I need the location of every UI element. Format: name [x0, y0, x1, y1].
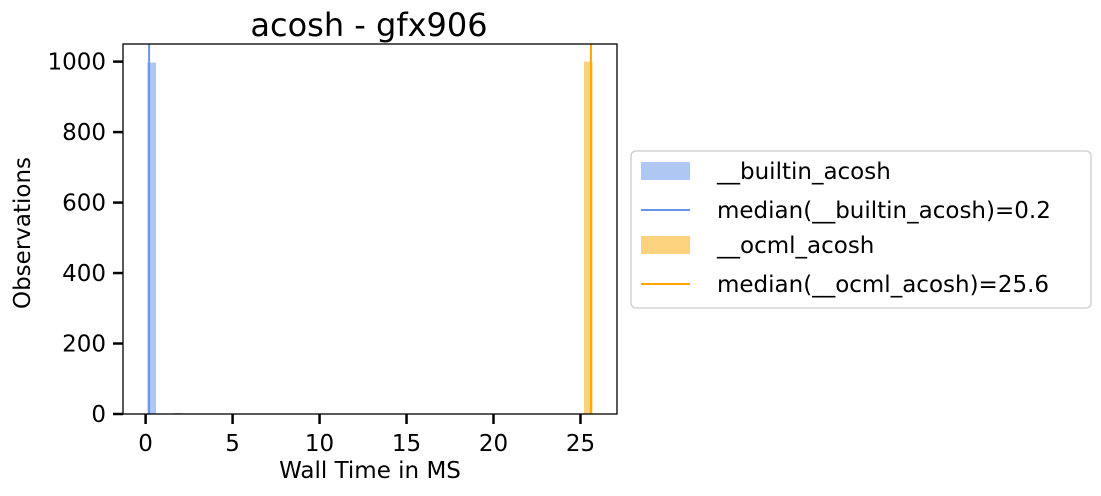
plot-frame [122, 43, 618, 415]
legend-frame [630, 150, 1092, 309]
legend-label: __ocml_acosh [716, 233, 874, 259]
legend-label: median(__builtin_acosh)=0.2 [717, 198, 1051, 224]
x-tick-label: 10 [305, 431, 334, 457]
x-tick-label: 5 [225, 431, 240, 457]
x-tick-label: 15 [392, 431, 421, 457]
histogram-bar [583, 61, 593, 414]
y-axis: 0 200 400 600 800 1000 [47, 50, 123, 428]
histogram-bar [147, 62, 157, 415]
y-tick-label: 200 [62, 332, 106, 358]
x-axis: 0 5 10 15 20 25 [138, 414, 595, 457]
x-tick-label: 20 [479, 431, 508, 457]
y-tick-label: 800 [62, 120, 106, 146]
plot-area [147, 44, 593, 415]
x-tick-label: 0 [138, 431, 153, 457]
y-tick-label: 1000 [47, 50, 106, 76]
legend-label: median(__ocml_acosh)=25.6 [717, 272, 1049, 298]
x-axis-label: Wall Time in MS [279, 458, 461, 484]
chart-title: acosh - gfx906 [250, 6, 487, 44]
legend-label: __builtin_acosh [716, 159, 891, 185]
legend-swatch [641, 162, 690, 180]
legend-swatch [641, 236, 690, 254]
x-tick-label: 25 [566, 431, 595, 457]
y-tick-label: 400 [62, 261, 106, 287]
y-tick-label: 0 [91, 402, 106, 428]
legend: __builtin_acosh median(__builtin_acosh)=0… [630, 150, 1092, 309]
y-tick-label: 600 [62, 191, 106, 217]
y-axis-label: Observations [10, 157, 36, 309]
